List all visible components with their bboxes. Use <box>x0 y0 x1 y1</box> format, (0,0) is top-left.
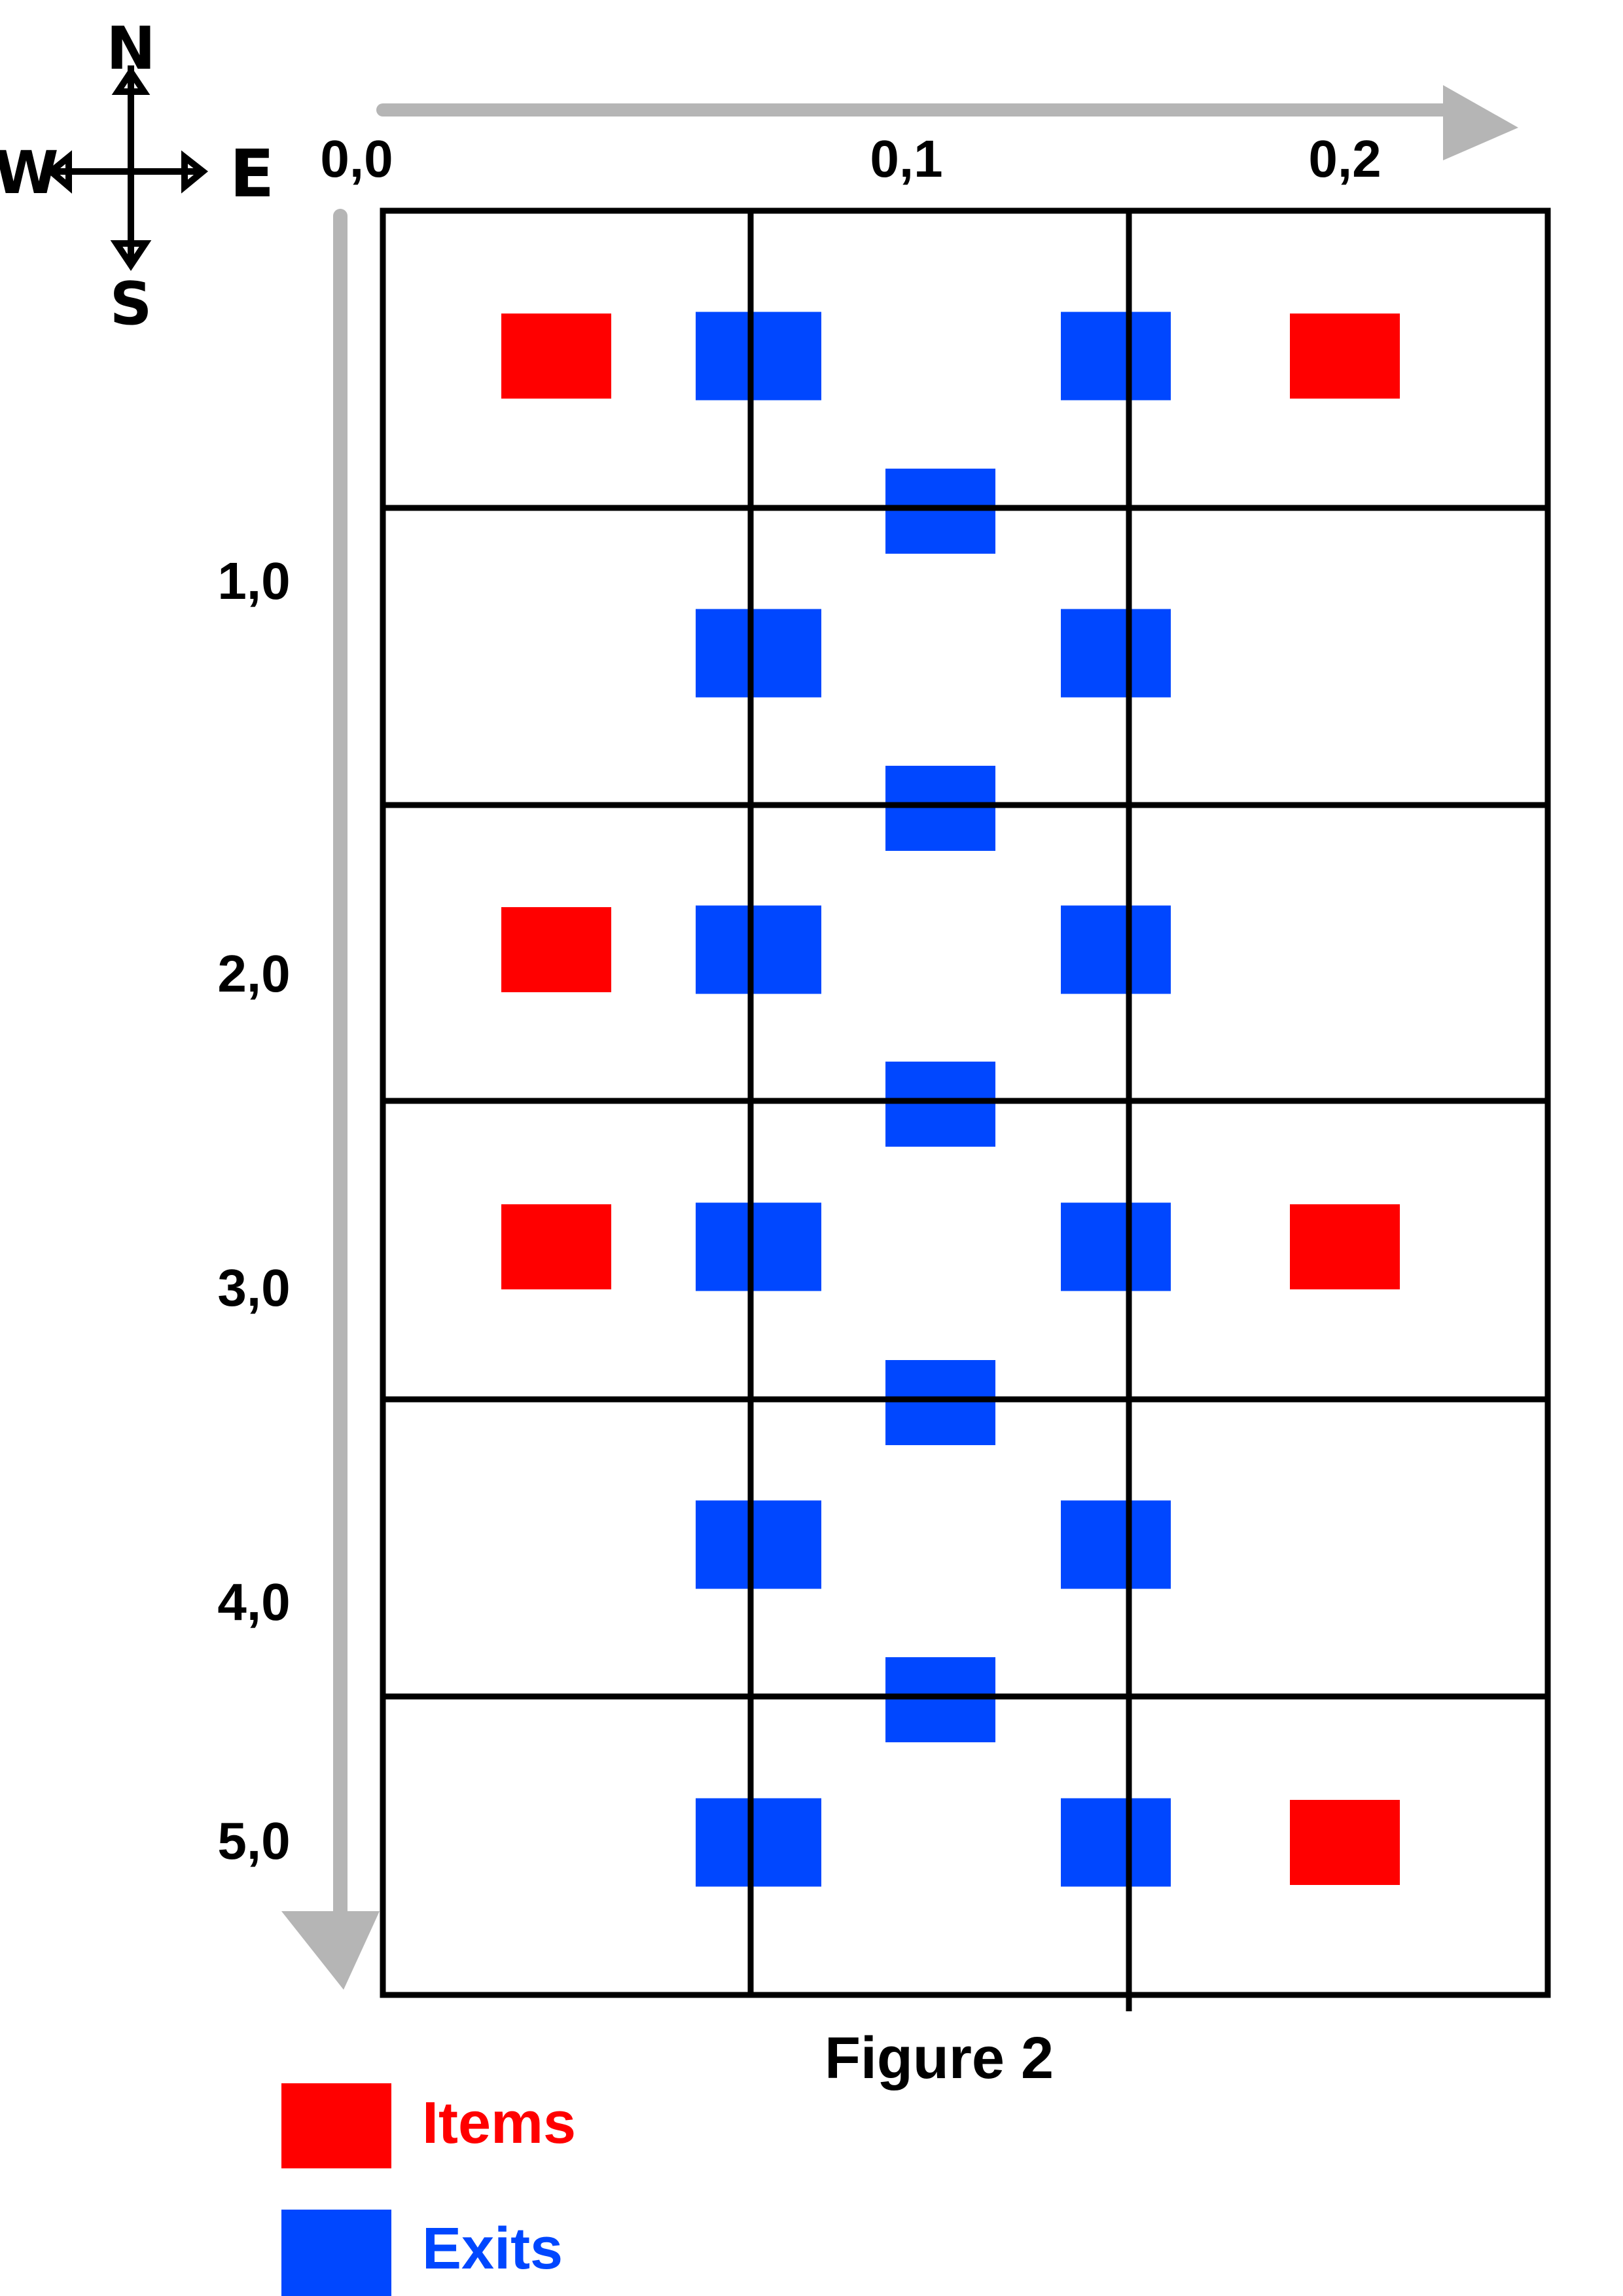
column-label-1: 0,1 <box>870 130 942 188</box>
exit-marker <box>885 1657 995 1742</box>
axis-arrows <box>281 85 1518 1990</box>
room-grid <box>380 207 1551 2011</box>
compass-west-arrow-icon <box>46 150 72 194</box>
legend: Items Exits <box>281 2083 576 2296</box>
item-marker <box>501 1204 611 1289</box>
exit-marker <box>1061 1500 1171 1589</box>
item-marker <box>501 907 611 992</box>
row-label-4: 4,0 <box>217 1573 290 1631</box>
compass-north-arrow-icon <box>111 65 151 95</box>
exit-marker <box>885 1360 995 1445</box>
south-axis-arrow-head <box>281 1911 380 1990</box>
row-label-3: 3,0 <box>217 1259 290 1317</box>
compass-south-label: S <box>110 270 152 338</box>
column-label-2: 0,2 <box>1308 130 1381 188</box>
item-markers <box>501 314 1400 1885</box>
exit-marker <box>885 469 995 554</box>
east-axis-arrow-head <box>1443 85 1518 160</box>
exit-marker <box>885 766 995 851</box>
compass-east-label: E <box>230 135 274 212</box>
item-marker <box>1290 1800 1400 1885</box>
legend-exits-label: Exits <box>422 2216 563 2282</box>
item-marker <box>1290 314 1400 399</box>
exit-markers <box>696 312 1171 1887</box>
exit-marker <box>1061 1798 1171 1887</box>
legend-exits-swatch <box>281 2210 391 2296</box>
exit-marker <box>696 1202 821 1291</box>
row-label-2: 2,0 <box>217 944 290 1003</box>
compass-south-arrow-icon <box>110 240 152 272</box>
exit-marker <box>696 905 821 994</box>
legend-items-label: Items <box>422 2090 576 2156</box>
item-marker <box>1290 1204 1400 1289</box>
exit-marker <box>696 1798 821 1887</box>
row-label-1: 1,0 <box>217 552 290 610</box>
exit-marker <box>696 312 821 401</box>
legend-items-swatch <box>281 2083 391 2168</box>
compass-west-label: W <box>0 139 59 207</box>
figure-caption: Figure 2 <box>825 2026 1054 2091</box>
exit-marker <box>696 1500 821 1589</box>
exit-marker <box>1061 1202 1171 1291</box>
compass-rose <box>46 65 208 272</box>
row-label-5: 5,0 <box>217 1812 290 1870</box>
exit-marker <box>1061 312 1171 401</box>
exit-marker <box>696 609 821 698</box>
exit-marker <box>1061 905 1171 994</box>
compass-east-arrow-icon <box>181 150 208 194</box>
column-label-0: 0,0 <box>320 130 393 188</box>
exit-marker <box>1061 609 1171 698</box>
compass-north-label: N <box>106 14 155 83</box>
exit-marker <box>885 1062 995 1147</box>
item-marker <box>501 314 611 399</box>
